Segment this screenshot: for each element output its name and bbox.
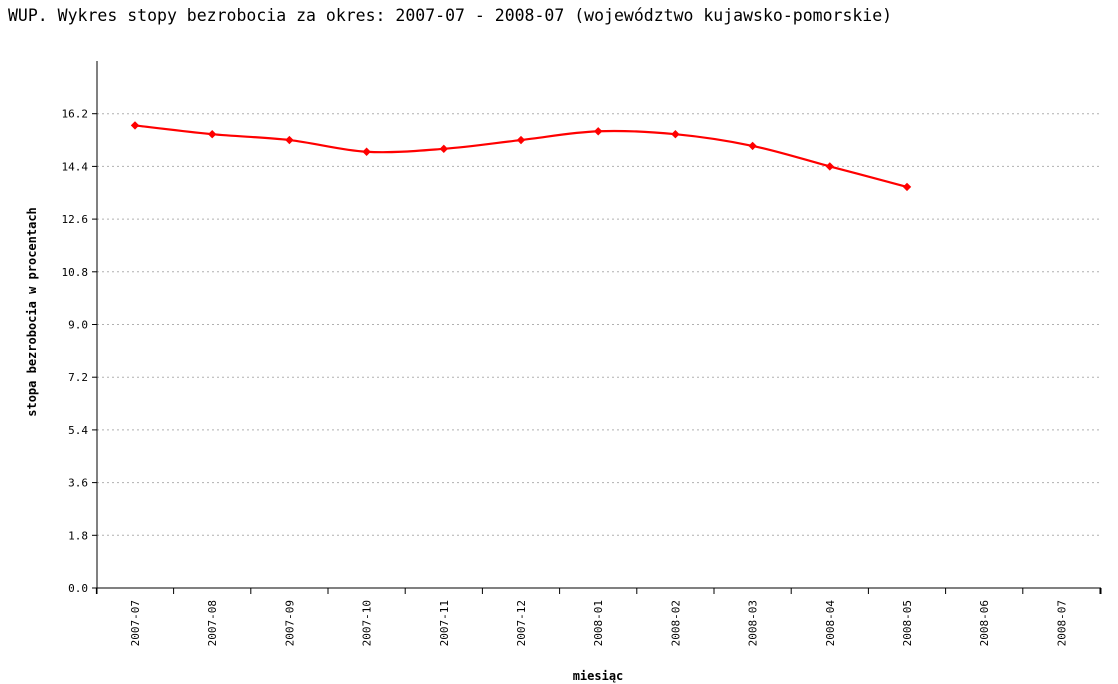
data-point-marker — [439, 144, 448, 154]
data-point-marker — [516, 135, 526, 145]
x-tick-label: 2007-11 — [438, 600, 451, 646]
grid-lines — [97, 113, 1101, 536]
x-tick-label: 2007-09 — [283, 600, 296, 646]
y-tick-label: 10.8 — [62, 266, 89, 279]
y-tick-label: 3.6 — [68, 477, 88, 490]
y-axis-title: stopa bezrobocia w procentach — [25, 207, 39, 417]
x-tick-label: 2007-07 — [129, 600, 142, 646]
y-tick-label: 14.4 — [62, 160, 89, 173]
data-point-marker — [594, 127, 603, 136]
x-tick-label: 2008-05 — [901, 600, 914, 646]
x-tick-label: 2007-12 — [515, 600, 528, 646]
data-point-marker — [902, 182, 912, 192]
data-series — [130, 121, 912, 192]
axes — [92, 61, 1102, 594]
data-point-marker — [130, 121, 140, 130]
x-tick-label: 2008-03 — [747, 600, 760, 646]
x-tick-label: 2008-07 — [1055, 600, 1068, 646]
data-point-marker — [285, 135, 294, 145]
y-tick-labels: 0.0 1.8 3.6 5.4 7.2 9.0 10.8 12.6 14.4 16.2 — [62, 108, 89, 595]
y-tick-label: 12.6 — [62, 213, 89, 226]
x-tick-labels: 2007-07 2007-08 2007-09 2007-10 2007-11 2007-… — [129, 600, 1068, 647]
y-tick-label: 5.4 — [68, 424, 88, 437]
y-tick-label: 16.2 — [62, 108, 89, 121]
data-point-marker — [671, 129, 680, 139]
x-tick-label: 2008-06 — [978, 600, 991, 646]
data-point-marker — [208, 129, 217, 139]
series-line — [134, 124, 908, 188]
x-tick-label: 2007-10 — [361, 600, 374, 646]
data-point-marker — [748, 141, 757, 151]
x-axis-title: miesiąc — [573, 669, 624, 683]
chart-title: WUP. Wykres stopy bezrobocia za okres: 2… — [8, 6, 893, 25]
y-tick-label: 0.0 — [68, 582, 88, 595]
x-tick-label: 2008-02 — [669, 600, 682, 646]
y-tick-label: 9.0 — [68, 319, 88, 332]
y-tick-label: 1.8 — [68, 529, 88, 542]
x-tick-label: 2008-04 — [824, 600, 837, 647]
x-tick-label: 2008-01 — [592, 600, 605, 646]
x-tick-label: 2007-08 — [206, 600, 219, 646]
data-point-marker — [362, 147, 371, 156]
data-point-marker — [825, 162, 834, 171]
y-tick-label: 7.2 — [68, 371, 88, 384]
